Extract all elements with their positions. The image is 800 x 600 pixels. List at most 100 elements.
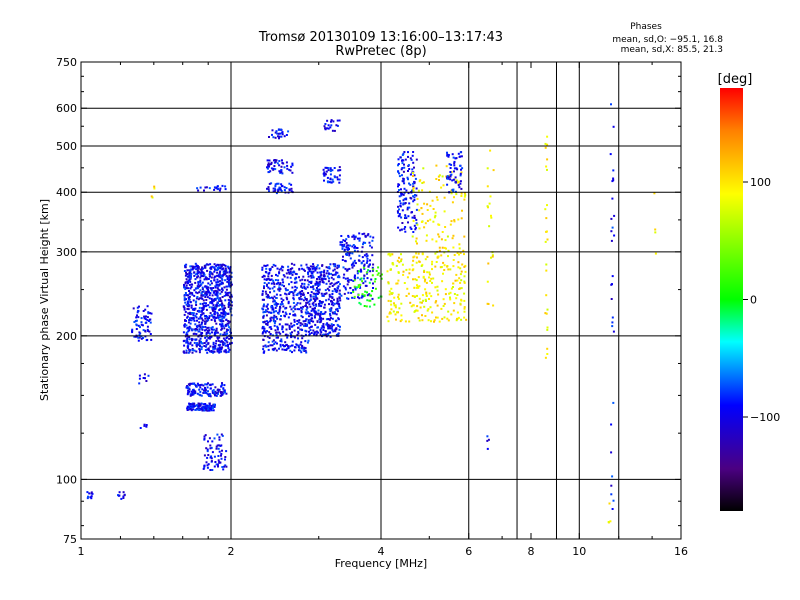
- data-point: [198, 388, 201, 391]
- data-point: [463, 265, 466, 268]
- data-point: [344, 288, 347, 291]
- data-point: [290, 308, 293, 311]
- data-point: [352, 261, 355, 264]
- data-point: [610, 423, 613, 426]
- data-point: [185, 339, 188, 342]
- data-point: [330, 276, 333, 279]
- data-point: [437, 293, 440, 296]
- data-point: [288, 182, 291, 185]
- data-point: [268, 182, 271, 185]
- data-point: [144, 335, 147, 338]
- data-point: [454, 180, 457, 183]
- data-point: [443, 210, 446, 213]
- data-point: [206, 351, 209, 354]
- data-point: [377, 272, 380, 275]
- data-point: [447, 319, 450, 322]
- data-point: [336, 264, 339, 267]
- data-point: [222, 274, 225, 276]
- data-point: [319, 333, 322, 336]
- data-point: [213, 391, 216, 394]
- data-point: [189, 342, 192, 345]
- legend-entry-x: mean, sd,X: 85.5, 21.3: [621, 45, 723, 55]
- data-point: [422, 299, 425, 302]
- data-point: [203, 189, 205, 192]
- data-point: [279, 188, 282, 191]
- data-point: [318, 300, 321, 302]
- data-point: [120, 497, 123, 500]
- data-point: [204, 391, 207, 394]
- data-point: [224, 188, 227, 191]
- data-point: [336, 176, 339, 179]
- data-point: [117, 494, 119, 497]
- data-point: [288, 326, 291, 329]
- data-point: [435, 316, 437, 319]
- y-tick-label: 750: [56, 56, 77, 69]
- data-point: [451, 153, 454, 156]
- data-point: [131, 328, 134, 331]
- data-point: [206, 464, 209, 467]
- data-point: [342, 239, 345, 242]
- data-point: [402, 273, 405, 276]
- data-point: [418, 297, 421, 300]
- data-point: [348, 278, 351, 281]
- data-point: [610, 217, 613, 220]
- data-point: [274, 185, 277, 188]
- data-point: [220, 328, 223, 331]
- data-point: [456, 252, 459, 254]
- data-point: [425, 293, 428, 296]
- data-point: [264, 344, 267, 347]
- data-point: [330, 272, 333, 275]
- data-point: [316, 312, 319, 315]
- data-point: [413, 199, 416, 201]
- data-point: [418, 209, 421, 212]
- data-point: [398, 208, 400, 211]
- data-point: [328, 303, 330, 306]
- data-point: [289, 271, 292, 274]
- data-point: [197, 283, 200, 286]
- data-point: [332, 278, 335, 281]
- data-point: [215, 186, 218, 189]
- data-point: [341, 247, 344, 250]
- data-point: [189, 269, 192, 272]
- data-point: [398, 172, 401, 175]
- data-point: [224, 273, 227, 276]
- data-point: [460, 171, 463, 174]
- data-point: [452, 309, 455, 312]
- data-point: [324, 293, 327, 296]
- data-point: [206, 456, 209, 459]
- data-point: [411, 216, 414, 219]
- data-point: [189, 382, 192, 385]
- data-point: [612, 125, 615, 128]
- data-point: [276, 328, 279, 331]
- data-point: [323, 273, 326, 276]
- data-point: [443, 246, 446, 249]
- data-point: [424, 258, 427, 261]
- data-point: [611, 197, 614, 200]
- data-point: [371, 269, 374, 272]
- data-point: [368, 263, 371, 266]
- data-point: [217, 388, 219, 391]
- data-point: [203, 389, 205, 392]
- data-point: [141, 324, 144, 327]
- data-point: [353, 295, 356, 298]
- data-point: [187, 389, 190, 392]
- data-point: [460, 299, 463, 302]
- data-point: [449, 298, 452, 301]
- data-point: [363, 232, 366, 235]
- data-point: [195, 265, 198, 268]
- data-point: [224, 314, 227, 317]
- data-point: [323, 179, 325, 182]
- data-point: [322, 333, 325, 336]
- data-point: [346, 277, 349, 280]
- data-point: [338, 306, 341, 309]
- data-point: [351, 245, 354, 248]
- data-point: [213, 290, 216, 293]
- data-point: [316, 297, 319, 300]
- data-point: [448, 163, 451, 166]
- data-point: [336, 308, 339, 311]
- data-point: [301, 323, 304, 326]
- data-point: [405, 217, 408, 219]
- data-point: [185, 294, 188, 297]
- data-point: [197, 384, 200, 387]
- data-point: [373, 280, 376, 283]
